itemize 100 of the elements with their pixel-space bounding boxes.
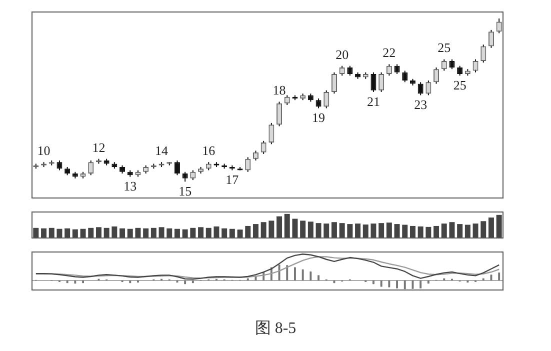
caption: 图 8-5 xyxy=(254,319,298,339)
bar xyxy=(402,224,408,238)
candlestick xyxy=(182,171,188,182)
bar xyxy=(434,226,440,238)
bar xyxy=(464,224,470,238)
bar xyxy=(394,224,400,238)
candlestick xyxy=(260,140,266,154)
bar xyxy=(324,224,330,238)
candlestick xyxy=(347,65,353,76)
candlestick xyxy=(174,160,180,176)
candlestick xyxy=(378,72,384,92)
bar xyxy=(174,228,180,238)
bar xyxy=(80,228,86,238)
bar xyxy=(64,228,70,238)
bar xyxy=(410,226,416,238)
bar xyxy=(292,218,298,238)
bar xyxy=(166,228,172,238)
bar xyxy=(347,224,353,238)
bar xyxy=(441,224,447,238)
candlestick xyxy=(245,156,251,172)
bar xyxy=(127,228,133,238)
annotation: 20 xyxy=(336,46,349,62)
candlestick xyxy=(488,29,494,48)
candlestick xyxy=(276,101,282,127)
bar xyxy=(426,226,432,238)
bar xyxy=(260,222,266,238)
bar xyxy=(237,230,243,238)
annotation: 17 xyxy=(226,172,240,188)
bar xyxy=(284,214,290,238)
bar xyxy=(496,214,502,238)
bar xyxy=(308,222,314,238)
bar xyxy=(214,226,220,238)
annotation: 12 xyxy=(92,140,106,155)
annotation: 13 xyxy=(124,178,137,194)
bar xyxy=(472,224,478,238)
bar xyxy=(72,229,78,238)
candlestick xyxy=(480,44,486,64)
bar xyxy=(480,221,486,238)
bar xyxy=(245,226,251,238)
bar xyxy=(316,223,322,238)
annotation: 25 xyxy=(453,78,466,93)
bar xyxy=(112,226,118,238)
annotation: 25 xyxy=(438,40,451,56)
bar xyxy=(252,224,258,238)
candlestick xyxy=(472,58,478,73)
candlestick xyxy=(394,64,400,74)
bar xyxy=(449,222,455,238)
candlestick xyxy=(402,70,408,83)
bar xyxy=(104,228,110,238)
bar xyxy=(206,228,212,238)
annotation: 18 xyxy=(272,82,286,98)
bar xyxy=(96,227,102,238)
bar xyxy=(190,228,196,238)
bar xyxy=(370,224,376,238)
bar xyxy=(143,228,149,238)
candlestick xyxy=(418,82,424,96)
bar xyxy=(339,223,345,238)
candlestick xyxy=(331,72,337,94)
bar xyxy=(378,223,384,238)
bar xyxy=(276,216,282,238)
bar xyxy=(418,226,424,238)
candlestick xyxy=(339,65,345,76)
candlestick xyxy=(386,64,392,76)
annotation: 15 xyxy=(178,184,192,199)
bar xyxy=(355,224,361,238)
annotation: 22 xyxy=(382,45,396,60)
bar xyxy=(222,228,228,238)
candlestick xyxy=(324,90,330,109)
bar xyxy=(135,228,141,238)
bar xyxy=(88,228,94,238)
candlestick xyxy=(316,98,322,109)
bar xyxy=(386,222,392,238)
bar xyxy=(331,222,337,238)
bar xyxy=(48,228,54,238)
bar xyxy=(229,228,235,238)
candlestick xyxy=(268,122,274,145)
candlestick xyxy=(252,150,258,161)
candlestick xyxy=(449,58,455,70)
bar xyxy=(158,227,164,238)
annotation: 21 xyxy=(366,94,380,109)
bar xyxy=(41,228,47,238)
candlestick xyxy=(56,160,62,171)
candlestick xyxy=(434,66,440,84)
annotation: 10 xyxy=(37,143,50,158)
annotation: 14 xyxy=(155,143,169,158)
candlestick xyxy=(496,18,502,34)
annotation: 23 xyxy=(414,97,428,112)
candlestick xyxy=(284,94,290,106)
bar xyxy=(150,228,156,238)
bar xyxy=(33,228,39,238)
candlestick xyxy=(441,58,447,72)
candlestick xyxy=(190,170,196,181)
bar xyxy=(457,224,463,238)
candlestick xyxy=(426,80,432,96)
bar xyxy=(198,227,204,238)
bar xyxy=(362,224,368,238)
bar xyxy=(300,220,306,238)
bar xyxy=(488,218,494,238)
annotation: 19 xyxy=(312,110,326,126)
bar xyxy=(182,229,188,238)
